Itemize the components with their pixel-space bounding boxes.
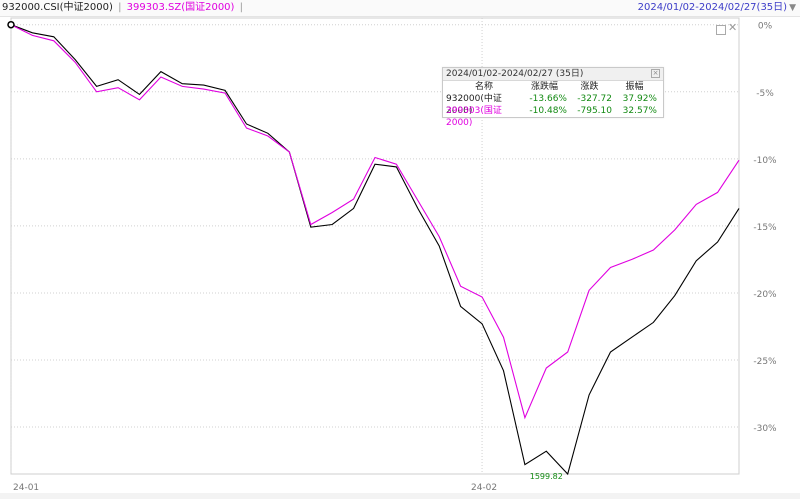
y-tick-label: -10% bbox=[753, 156, 777, 166]
maximize-icon[interactable] bbox=[716, 25, 726, 35]
stats-popup: 2024/01/02-2024/02/27 (35日) × 名称 涨跌幅 涨跌 … bbox=[442, 67, 664, 128]
triangle-down-icon[interactable]: ▼ bbox=[789, 3, 796, 13]
row-amp: 37.92% bbox=[622, 94, 657, 104]
x-tick-label: 24-02 bbox=[471, 483, 497, 493]
series-line-1 bbox=[10, 24, 740, 476]
series-line-2 bbox=[10, 24, 740, 420]
start-marker bbox=[7, 20, 15, 29]
popup-title: 2024/01/02-2024/02/27 (35日) bbox=[446, 69, 584, 79]
col-pct: 涨跌幅 bbox=[530, 82, 558, 92]
row-pct: -13.66% bbox=[529, 94, 567, 104]
popup-title-bar: 2024/01/02-2024/02/27 (35日) × bbox=[443, 68, 663, 81]
y-tick-label: -20% bbox=[753, 290, 777, 300]
row-amp: 32.57% bbox=[622, 106, 657, 116]
series2-label[interactable]: 399303.SZ(国证2000) bbox=[126, 2, 235, 13]
popup-close-icon[interactable]: × bbox=[651, 69, 660, 78]
y-tick-label: 0% bbox=[758, 22, 773, 32]
popup-row-series1: 932000(中证2000) -13.66% -327.72 37.92% bbox=[443, 93, 663, 116]
popup-header-row: 名称 涨跌幅 涨跌 振幅 bbox=[443, 81, 663, 93]
y-tick-label: -5% bbox=[756, 89, 774, 99]
col-name: 名称 bbox=[474, 82, 493, 92]
x-tick-label: 24-01 bbox=[13, 483, 39, 493]
close-icon[interactable]: ✕ bbox=[728, 21, 738, 34]
row-name: 399303(国证2000) bbox=[446, 106, 502, 128]
series-labels: 932000.CSI(中证2000) | 399303.SZ(国证2000) | bbox=[2, 0, 245, 15]
col-amp: 振幅 bbox=[625, 82, 644, 92]
line-chart: 0% -5% -10% -15% -20% -25% -30% 24-01 24-02 1599.… bbox=[7, 17, 777, 493]
y-tick-label: -15% bbox=[753, 223, 777, 233]
y-tick-label: -30% bbox=[753, 424, 777, 434]
chart-header: 932000.CSI(中证2000) | 399303.SZ(国证2000) |… bbox=[0, 0, 800, 17]
date-range-label[interactable]: 2024/01/02-2024/02/27(35日) bbox=[637, 2, 788, 13]
row-chg: -795.10 bbox=[577, 106, 612, 116]
series1-label[interactable]: 932000.CSI(中证2000) bbox=[2, 2, 113, 13]
label-separator-end: | bbox=[239, 2, 244, 13]
date-range-selector[interactable]: 2024/01/02-2024/02/27(35日) ▼ bbox=[638, 0, 796, 16]
row-name: 932000(中证2000) bbox=[446, 94, 502, 116]
low-value-label: 1599.82 bbox=[530, 472, 563, 481]
footer-bar bbox=[0, 493, 800, 499]
label-separator: | bbox=[118, 2, 122, 13]
y-tick-label: -25% bbox=[753, 357, 777, 367]
row-chg: -327.72 bbox=[577, 94, 612, 104]
col-chg: 涨跌 bbox=[580, 82, 599, 92]
popup-row-series2: 399303(国证2000) -10.48% -795.10 32.57% bbox=[443, 105, 663, 128]
row-pct: -10.48% bbox=[529, 106, 567, 116]
